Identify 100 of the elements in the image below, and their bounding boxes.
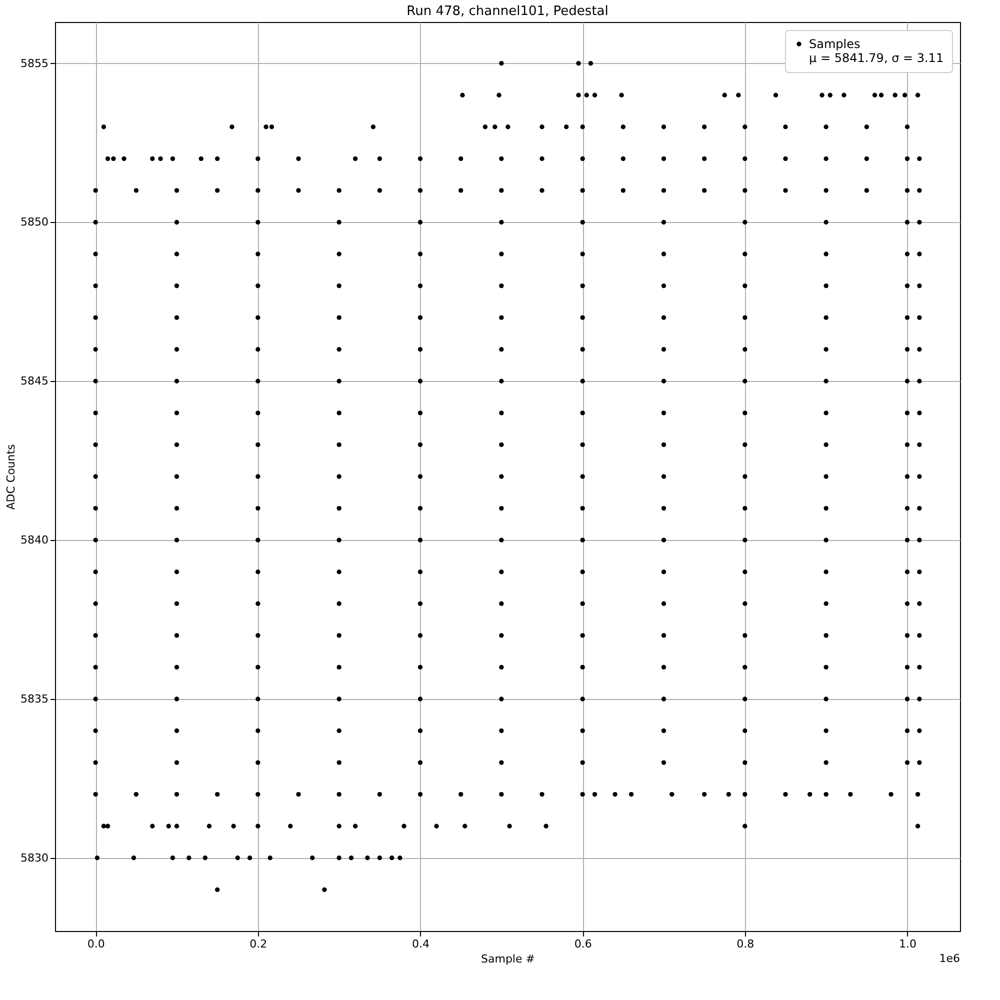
point: [499, 315, 504, 320]
point: [398, 856, 402, 860]
point: [352, 156, 358, 162]
point: [499, 506, 504, 511]
point: [783, 188, 788, 193]
point: [336, 664, 342, 670]
point: [418, 760, 423, 765]
point: [783, 124, 788, 130]
point: [580, 570, 585, 574]
point: [661, 728, 666, 734]
point: [256, 760, 260, 765]
point: [336, 760, 342, 765]
point: [499, 664, 504, 670]
point: [93, 696, 98, 702]
point: [540, 188, 544, 193]
point: [458, 188, 464, 193]
point: [418, 792, 423, 797]
point: [628, 792, 634, 797]
point: [174, 188, 180, 193]
point: [174, 570, 180, 574]
point: [742, 664, 748, 670]
point: [824, 220, 828, 225]
x-tick-label: 0.0: [87, 938, 105, 950]
point: [174, 633, 180, 638]
point: [198, 156, 204, 162]
point: [904, 410, 910, 416]
point: [736, 92, 741, 98]
point: [580, 696, 585, 702]
point: [820, 92, 824, 98]
point: [256, 315, 260, 320]
point: [111, 156, 116, 162]
point: [702, 188, 707, 193]
point: [904, 283, 910, 288]
point: [499, 188, 504, 193]
point: [904, 538, 910, 542]
point: [174, 410, 180, 416]
point: [904, 664, 910, 670]
point: [580, 410, 585, 416]
point: [93, 442, 98, 448]
point: [888, 792, 894, 797]
point: [580, 506, 585, 511]
point: [336, 188, 342, 193]
point: [742, 124, 748, 130]
point: [824, 283, 828, 288]
chart-title: Run 478, channel101, Pedestal: [406, 4, 608, 19]
point: [256, 570, 260, 574]
point: [661, 760, 666, 765]
point: [458, 156, 464, 162]
point: [93, 664, 98, 670]
point: [499, 220, 504, 225]
point: [872, 92, 878, 98]
point: [170, 856, 176, 860]
point: [296, 156, 301, 162]
point: [592, 92, 598, 98]
point: [742, 220, 748, 225]
point: [336, 315, 342, 320]
point: [702, 156, 707, 162]
point: [904, 570, 910, 574]
point: [917, 506, 922, 511]
point: [202, 856, 208, 860]
point: [580, 315, 585, 320]
point: [402, 824, 406, 828]
point: [499, 792, 504, 797]
point: [166, 824, 171, 828]
point: [434, 824, 439, 828]
point: [824, 156, 828, 162]
point: [336, 283, 342, 288]
point: [256, 696, 260, 702]
point: [174, 506, 180, 511]
point: [661, 601, 666, 606]
point: [322, 887, 327, 892]
point: [174, 347, 180, 352]
point: [134, 188, 139, 193]
point: [904, 378, 910, 384]
y-tick-label: 5840: [20, 534, 48, 547]
point: [904, 506, 910, 511]
point: [612, 792, 618, 797]
point: [564, 124, 569, 130]
point: [824, 728, 828, 734]
point: [904, 633, 910, 638]
point: [917, 188, 922, 193]
point: [101, 824, 106, 828]
point: [824, 474, 828, 479]
point: [824, 792, 828, 797]
point: [174, 252, 180, 256]
point: [336, 378, 342, 384]
point: [365, 856, 370, 860]
point: [580, 188, 585, 193]
point: [580, 474, 585, 479]
point: [418, 220, 423, 225]
point: [742, 760, 748, 765]
point: [418, 252, 423, 256]
point: [174, 696, 180, 702]
point: [131, 856, 136, 860]
point: [824, 506, 828, 511]
point: [174, 315, 180, 320]
point: [661, 442, 666, 448]
point: [418, 347, 423, 352]
point: [336, 347, 342, 352]
point: [902, 92, 908, 98]
